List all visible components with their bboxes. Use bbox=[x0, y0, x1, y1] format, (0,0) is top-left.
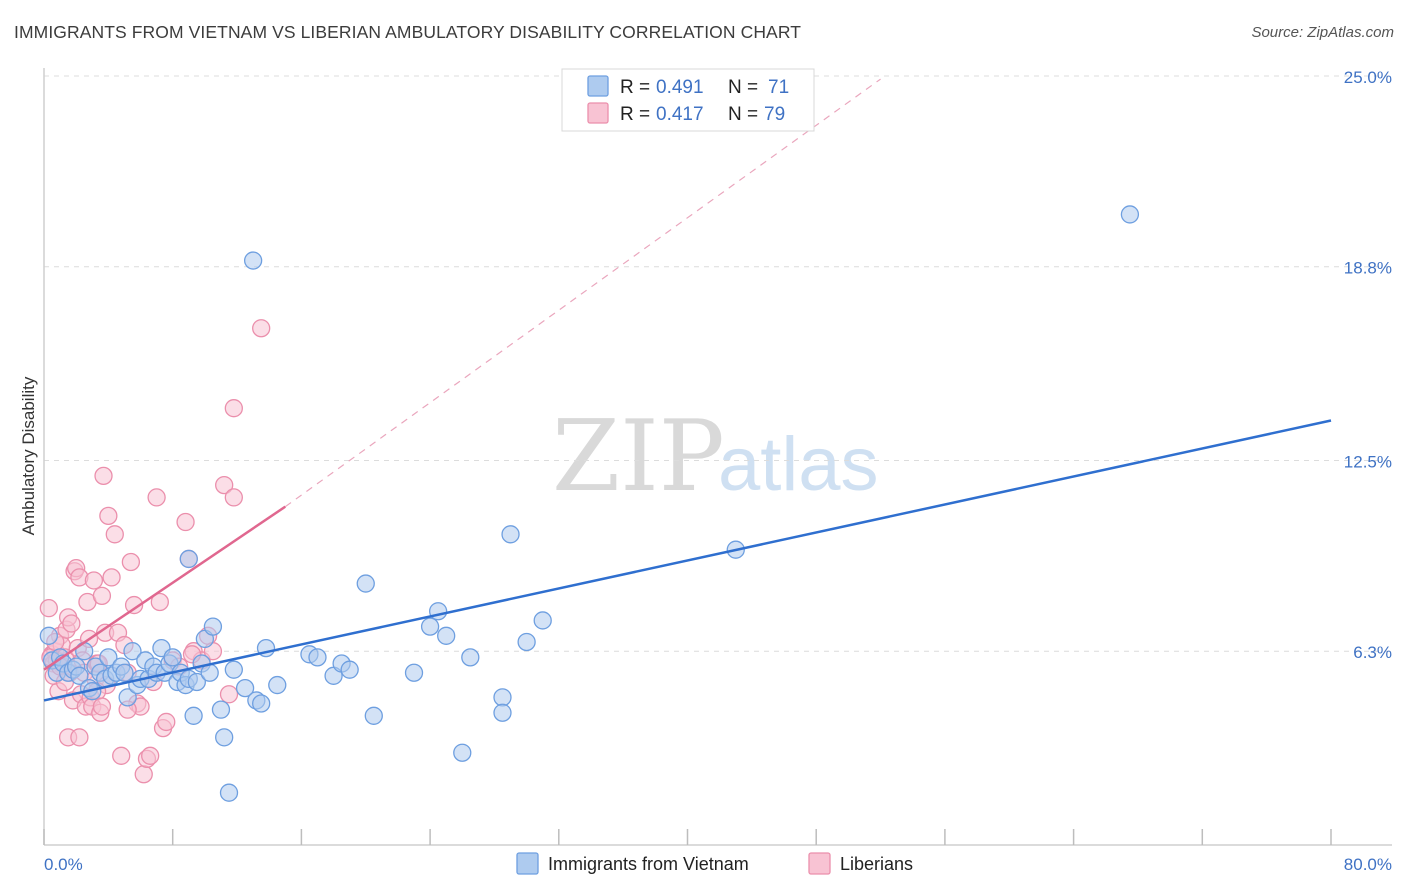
point-liberians bbox=[252, 319, 271, 338]
point-vietnam bbox=[420, 617, 440, 636]
point-liberians bbox=[92, 586, 112, 605]
series-label-liberians: Liberians bbox=[840, 854, 913, 874]
point-vietnam bbox=[404, 663, 424, 682]
source-credit: Source: ZipAtlas.com bbox=[1251, 24, 1394, 41]
legend-n-value-pink: 79 bbox=[764, 104, 785, 125]
axes bbox=[43, 68, 1392, 846]
point-vietnam bbox=[356, 574, 375, 593]
stats-legend: R = 0.491 N = 71 R = 0.417 N = 79 bbox=[561, 68, 815, 132]
point-liberians bbox=[134, 765, 153, 784]
trend-extension-liberians bbox=[284, 78, 881, 508]
point-vietnam bbox=[70, 666, 89, 685]
legend-r-label-blue: R = bbox=[620, 77, 650, 98]
point-vietnam bbox=[118, 688, 137, 707]
point-liberians bbox=[157, 712, 176, 732]
point-liberians bbox=[112, 746, 131, 765]
watermark: ZIP atlas bbox=[552, 400, 879, 514]
point-liberians bbox=[224, 399, 243, 418]
point-vietnam bbox=[364, 706, 383, 725]
point-vietnam bbox=[184, 706, 203, 725]
point-vietnam bbox=[235, 678, 255, 698]
point-liberians bbox=[92, 697, 112, 716]
point-liberians bbox=[219, 685, 239, 704]
point-vietnam bbox=[211, 700, 231, 719]
point-vietnam bbox=[340, 660, 359, 679]
x-tick-label-end: 80.0% bbox=[1344, 855, 1392, 874]
point-vietnam bbox=[219, 783, 239, 802]
y-tick-label: 12.5% bbox=[1344, 453, 1392, 472]
point-vietnam bbox=[517, 632, 536, 652]
watermark-zip: ZIP bbox=[552, 400, 725, 514]
series-swatch-vietnam bbox=[516, 852, 539, 875]
point-vietnam bbox=[252, 694, 271, 713]
point-liberians bbox=[99, 506, 118, 526]
point-liberians bbox=[94, 466, 113, 486]
point-vietnam bbox=[179, 549, 198, 569]
legend-n-label-pink: N = bbox=[728, 104, 758, 125]
y-tick-label: 25.0% bbox=[1344, 68, 1392, 87]
point-vietnam bbox=[224, 660, 243, 679]
point-vietnam bbox=[493, 688, 512, 707]
point-vietnam bbox=[533, 611, 552, 630]
series-label-vietnam: Immigrants from Vietnam bbox=[548, 854, 749, 874]
series-swatch-liberians bbox=[808, 852, 831, 875]
point-liberians bbox=[224, 488, 243, 507]
point-vietnam bbox=[163, 648, 182, 667]
point-vietnam bbox=[115, 663, 134, 682]
y-tick-label: 6.3% bbox=[1353, 643, 1392, 662]
point-vietnam bbox=[203, 617, 223, 636]
point-vietnam bbox=[437, 626, 456, 645]
legend-swatch-blue bbox=[587, 75, 609, 97]
trend-line-liberians bbox=[43, 505, 287, 671]
point-vietnam bbox=[187, 672, 206, 692]
point-liberians bbox=[105, 525, 124, 544]
chart-title: IMMIGRANTS FROM VIETNAM VS LIBERIAN AMBU… bbox=[14, 22, 802, 42]
point-vietnam bbox=[308, 648, 327, 667]
point-liberians bbox=[62, 614, 81, 633]
legend-r-value-pink: 0.417 bbox=[656, 104, 704, 125]
point-vietnam bbox=[501, 525, 520, 544]
point-vietnam bbox=[39, 626, 58, 645]
y-axis-title: Ambulatory Disability bbox=[19, 376, 38, 535]
point-liberians bbox=[150, 592, 169, 612]
data-points bbox=[39, 205, 1140, 802]
point-liberians bbox=[121, 552, 141, 572]
point-vietnam bbox=[243, 251, 263, 270]
point-liberians bbox=[102, 568, 121, 587]
point-vietnam bbox=[99, 648, 118, 667]
point-liberians bbox=[141, 746, 160, 765]
point-vietnam bbox=[268, 675, 287, 695]
legend-n-label-blue: N = bbox=[728, 77, 758, 98]
series-legend: Immigrants from Vietnam Liberians bbox=[516, 852, 913, 875]
point-vietnam bbox=[123, 642, 142, 661]
point-liberians bbox=[124, 595, 144, 615]
point-liberians bbox=[147, 488, 166, 507]
legend-swatch-pink bbox=[587, 102, 609, 124]
x-tick-label-start: 0.0% bbox=[44, 855, 83, 874]
point-liberians bbox=[39, 598, 58, 618]
point-liberians bbox=[215, 475, 234, 495]
point-vietnam bbox=[1120, 205, 1140, 224]
trend-lines bbox=[43, 78, 1332, 702]
point-vietnam bbox=[453, 743, 472, 762]
legend-r-value-blue: 0.491 bbox=[656, 77, 704, 98]
axis-labels: 6.3% 12.5% 18.8% 25.0% 0.0% 80.0% bbox=[43, 68, 1392, 874]
legend-n-value-blue: 71 bbox=[768, 77, 789, 98]
point-vietnam bbox=[493, 703, 512, 722]
point-liberians bbox=[176, 512, 195, 532]
point-vietnam bbox=[215, 728, 234, 747]
point-vietnam bbox=[461, 648, 480, 667]
watermark-atlas: atlas bbox=[718, 422, 879, 507]
legend-r-label-pink: R = bbox=[620, 104, 650, 125]
grid bbox=[44, 75, 1392, 652]
y-tick-label: 18.8% bbox=[1344, 259, 1392, 278]
point-liberians bbox=[70, 728, 89, 747]
point-liberians bbox=[84, 571, 104, 590]
trend-line-vietnam bbox=[43, 419, 1332, 702]
